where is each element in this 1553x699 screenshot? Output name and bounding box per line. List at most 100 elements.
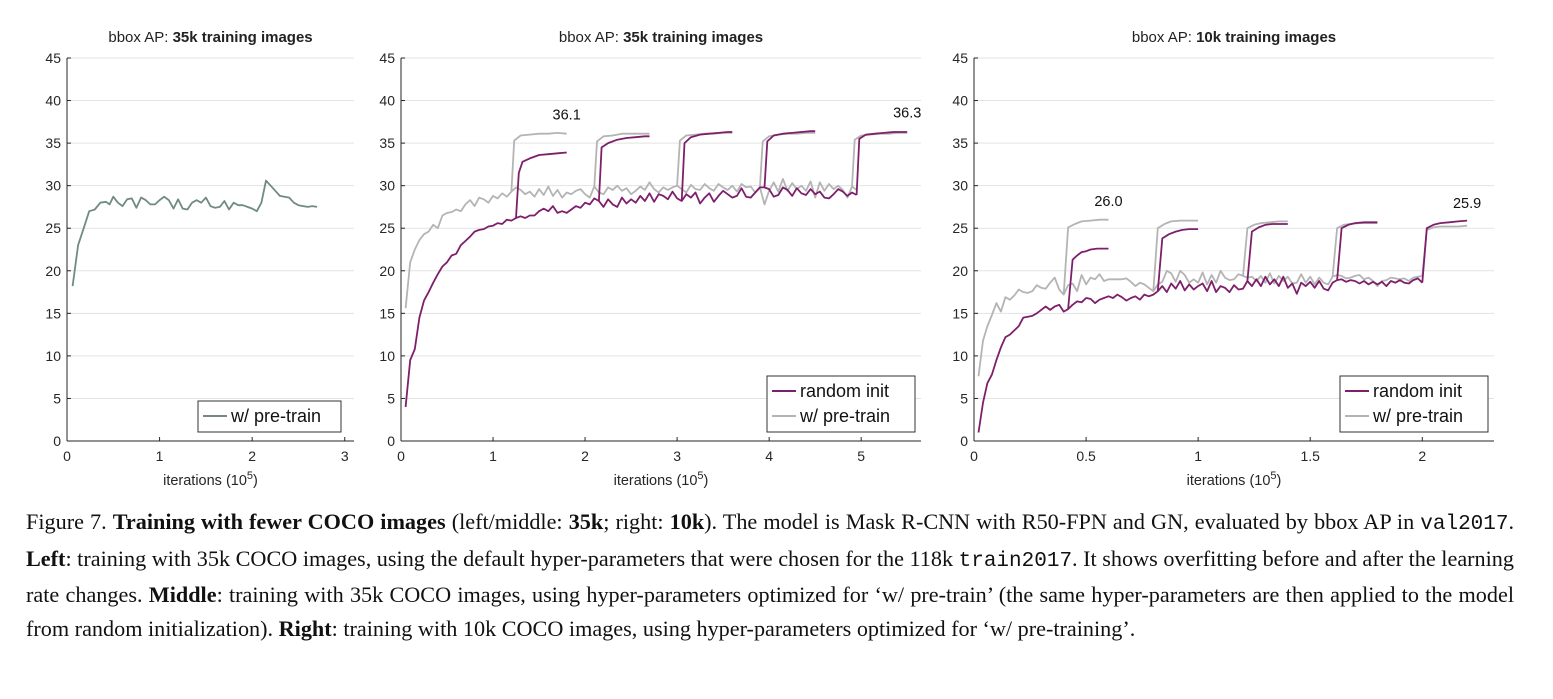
y-tick-label: 40 bbox=[952, 93, 968, 109]
x-axis-label-sup: 5 bbox=[247, 470, 253, 482]
series-line-random_init bbox=[977, 275, 1423, 433]
y-tick-label: 20 bbox=[45, 263, 61, 279]
series-line-pretrain bbox=[1242, 220, 1288, 276]
series-line-pretrain bbox=[851, 132, 908, 187]
value-annotation: 36.3 bbox=[893, 106, 921, 122]
y-tick-label: 45 bbox=[952, 50, 968, 66]
x-tick-label: 0 bbox=[397, 448, 405, 464]
x-tick-label: 0.5 bbox=[1076, 448, 1096, 464]
x-axis-label: iterations (105) bbox=[1187, 470, 1282, 489]
series-line-pretrain bbox=[404, 178, 858, 309]
series-line-random_init bbox=[1156, 228, 1199, 292]
series-line-pretrain_left bbox=[71, 179, 318, 287]
y-tick-label: 25 bbox=[952, 220, 968, 236]
y-tick-label: 30 bbox=[379, 178, 395, 194]
y-tick-label: 10 bbox=[45, 348, 61, 364]
series-line-pretrain bbox=[1421, 224, 1468, 276]
y-tick-label: 0 bbox=[53, 433, 61, 449]
figure-caption: Figure 7. Training with fewer COCO image… bbox=[26, 505, 1514, 645]
chart-1: 0 5 10 15 20 25 30 35 40 45 0 1 2 3 bbox AP: 35k train… bbox=[45, 29, 354, 489]
x-tick-label: 1 bbox=[1194, 448, 1202, 464]
x-tick-label: 5 bbox=[857, 448, 865, 464]
y-tick-label: 5 bbox=[53, 390, 61, 406]
series-line-pretrain bbox=[593, 132, 650, 187]
series-line-pretrain bbox=[1062, 218, 1109, 295]
x-axis-label-text: iterations (10 bbox=[1187, 473, 1271, 489]
legend-box bbox=[1339, 375, 1489, 433]
y-tick-label: 35 bbox=[379, 135, 395, 151]
x-tick-label: 2 bbox=[248, 448, 256, 464]
value-annotation: 36.1 bbox=[553, 107, 581, 123]
y-tick-label: 0 bbox=[960, 433, 968, 449]
y-tick-label: 25 bbox=[45, 220, 61, 236]
x-tick-label: 2 bbox=[581, 448, 589, 464]
chart-title-bold: 35k training images bbox=[173, 29, 313, 46]
caption-text-1: (left/middle: bbox=[445, 509, 569, 534]
value-annotation: 25.9 bbox=[1453, 196, 1481, 212]
caption-text-7: : training with 35k COCO images, using h… bbox=[26, 582, 1514, 641]
series-line-random_init bbox=[1246, 223, 1288, 282]
legend-label: w/ pre-train bbox=[230, 406, 321, 426]
series-line-random_init bbox=[598, 135, 650, 202]
caption-code-train2017: train2017 bbox=[958, 549, 1073, 573]
y-tick-label: 10 bbox=[952, 348, 968, 364]
legend-label: w/ pre-train bbox=[1372, 406, 1463, 426]
caption-bold-10k: 10k bbox=[669, 509, 705, 534]
chart-title-prefix: bbox AP: bbox=[1132, 29, 1196, 46]
x-axis-label-end: ) bbox=[704, 473, 709, 489]
caption-text-2: ; right: bbox=[603, 509, 670, 534]
series-line-pretrain bbox=[1152, 219, 1199, 292]
y-tick-label: 20 bbox=[379, 263, 395, 279]
x-tick-label: 0 bbox=[970, 448, 978, 464]
legend-label: w/ pre-train bbox=[799, 406, 890, 426]
series-line-random_init bbox=[763, 130, 816, 188]
y-tick-label: 5 bbox=[960, 390, 968, 406]
y-tick-label: 25 bbox=[379, 220, 395, 236]
x-tick-label: 4 bbox=[765, 448, 773, 464]
caption-label: Figure 7. bbox=[26, 509, 113, 534]
value-annotation: 26.0 bbox=[1094, 194, 1122, 210]
x-axis-label-text: iterations (10 bbox=[614, 473, 698, 489]
legend-label: random init bbox=[800, 381, 889, 401]
series-line-random_init bbox=[404, 186, 858, 408]
series-line-pretrain bbox=[510, 132, 567, 192]
chart-title: bbox AP: 10k training images bbox=[1132, 29, 1336, 46]
chart-title: bbox AP: 35k training images bbox=[559, 29, 763, 46]
caption-bold-title: Training with fewer COCO images bbox=[112, 509, 446, 534]
chart-3: 0 5 10 15 20 25 30 35 40 45 0 0.5 1 1.5 2 bbox AP: 10k … bbox=[952, 29, 1494, 489]
y-tick-label: 30 bbox=[45, 178, 61, 194]
y-tick-label: 15 bbox=[379, 305, 395, 321]
caption-text-8: : training with 10k COCO images, using h… bbox=[331, 615, 1136, 641]
caption-text-3: ). The model is Mask R-CNN with R50-FPN … bbox=[704, 509, 1421, 534]
series-line-pretrain bbox=[977, 269, 1423, 377]
x-tick-label: 1 bbox=[156, 448, 164, 464]
x-tick-label: 1.5 bbox=[1300, 448, 1320, 464]
series-line-random_init bbox=[1067, 247, 1109, 310]
y-tick-label: 10 bbox=[379, 348, 395, 364]
series-line-pretrain bbox=[676, 132, 733, 186]
x-axis-label-text: iterations (10 bbox=[163, 473, 247, 489]
y-tick-label: 40 bbox=[379, 93, 395, 109]
y-tick-label: 45 bbox=[45, 50, 61, 66]
x-axis-label: iterations (105) bbox=[163, 470, 258, 489]
legend-box bbox=[766, 375, 916, 433]
series-line-random_init bbox=[1336, 221, 1378, 281]
series-line-random_init bbox=[855, 131, 908, 196]
y-tick-label: 5 bbox=[387, 390, 395, 406]
y-tick-label: 35 bbox=[952, 135, 968, 151]
caption-bold-right: Right bbox=[278, 615, 332, 641]
y-tick-label: 30 bbox=[952, 178, 968, 194]
caption-text-4: . bbox=[1508, 509, 1515, 534]
y-tick-label: 45 bbox=[379, 50, 395, 66]
caption-code-val2017: val2017 bbox=[1420, 513, 1509, 536]
x-tick-label: 2 bbox=[1418, 448, 1426, 464]
x-axis-label-sup: 5 bbox=[697, 470, 703, 482]
caption-text-5: : training with 35k COCO images, using t… bbox=[65, 545, 959, 571]
x-tick-label: 3 bbox=[673, 448, 681, 464]
chart-title-bold: 35k training images bbox=[623, 29, 763, 46]
figure-panels: 0 5 10 15 20 25 30 35 40 45 0 1 2 3 bbox AP: 35k train… bbox=[45, 29, 1494, 489]
y-tick-label: 15 bbox=[45, 305, 61, 321]
y-tick-label: 35 bbox=[45, 135, 61, 151]
